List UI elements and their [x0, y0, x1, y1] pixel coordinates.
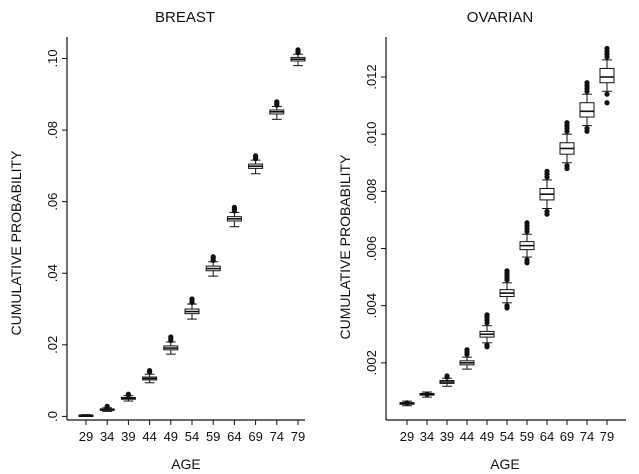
box-39: [439, 373, 455, 387]
y-tick-label: .002: [364, 350, 379, 375]
x-tick-label: 39: [121, 429, 135, 444]
box-79: [290, 47, 306, 67]
box-iqr: [599, 67, 615, 84]
chart-title: BREAST: [155, 9, 215, 26]
y-tick-label: .04: [45, 264, 60, 282]
x-tick-label: 34: [100, 429, 114, 444]
x-tick-label: 54: [500, 429, 514, 444]
outlier-point: [231, 204, 237, 210]
box-59: [205, 254, 221, 277]
outlier-point: [504, 305, 510, 311]
outlier-point: [189, 296, 195, 302]
x-axis-label: AGE: [490, 456, 520, 472]
outlier-point: [604, 100, 610, 106]
x-tick-label: 39: [440, 429, 454, 444]
x-tick-label: 69: [560, 429, 574, 444]
ovarian-panel: OVARIAN CUMULATIVE PROBABILITY AGE .002.…: [337, 9, 626, 472]
outlier-point: [464, 347, 470, 353]
box-49: [163, 334, 179, 355]
box-74: [269, 99, 285, 120]
x-tick-label: 44: [142, 429, 156, 444]
x-tick-label: 59: [520, 429, 534, 444]
outlier-point: [504, 268, 510, 274]
box-34: [99, 403, 115, 412]
x-tick-label: 49: [164, 429, 178, 444]
box-54: [184, 296, 200, 320]
outlier-point: [564, 120, 570, 126]
box-44: [459, 347, 475, 370]
y-tick-label: .008: [364, 179, 379, 204]
x-tick-label: 29: [79, 429, 93, 444]
y-tick-label: .06: [45, 193, 60, 211]
outlier-point: [604, 91, 610, 97]
box-44: [142, 368, 158, 384]
outlier-point: [484, 312, 490, 318]
x-tick-label: 44: [460, 429, 474, 444]
y-tick-label: .012: [364, 64, 379, 89]
outlier-point: [125, 391, 131, 397]
outlier-point: [564, 165, 570, 172]
outlier-point: [210, 254, 216, 260]
box-39: [120, 391, 136, 402]
outlier-point: [168, 334, 174, 340]
outlier-point: [584, 128, 590, 134]
outlier-point: [484, 344, 490, 350]
y-tick-label: .02: [45, 336, 60, 354]
breast-panel: BREAST CUMULATIVE PROBABILITY AGE .0 .02.…: [8, 9, 306, 472]
outlier-point: [404, 400, 410, 406]
outlier-point: [147, 368, 153, 374]
box-49: [479, 312, 495, 350]
outlier-point: [544, 211, 550, 217]
box-59: [519, 220, 535, 266]
box-69: [248, 153, 264, 175]
x-tick-label: 34: [420, 429, 434, 444]
box-64: [539, 168, 555, 217]
box-69: [559, 120, 575, 172]
x-tick-label: 54: [185, 429, 199, 444]
x-tick-label: 79: [291, 429, 305, 444]
outlier-point: [544, 168, 550, 174]
box-54: [499, 268, 515, 311]
x-tick-label: 64: [540, 429, 554, 444]
box-29: [78, 414, 94, 417]
chart-title: OVARIAN: [467, 9, 533, 26]
outlier-point: [604, 45, 610, 52]
x-tick-label: 29: [400, 429, 414, 444]
box-64: [226, 204, 242, 228]
box-29: [399, 400, 415, 407]
x-tick-label: 74: [270, 429, 284, 444]
outlier-point: [444, 373, 450, 379]
x-tick-label: 74: [580, 429, 594, 444]
outlier-point: [295, 47, 301, 53]
y-axis-label: CUMULATIVE PROBABILITY: [8, 150, 24, 336]
outlier-point: [524, 260, 530, 266]
x-tick-label: 69: [248, 429, 262, 444]
y-axis-label: CUMULATIVE PROBABILITY: [337, 154, 353, 340]
box-74: [579, 80, 595, 134]
y-tick-label: .010: [364, 122, 379, 147]
box-79: [599, 45, 615, 106]
x-tick-label: 49: [480, 429, 494, 444]
outlier-point: [424, 391, 430, 397]
y-tick-label: .004: [364, 293, 379, 318]
x-tick-label: 59: [206, 429, 220, 444]
box-34: [419, 391, 435, 398]
box-iqr: [579, 102, 595, 118]
x-tick-label: 64: [227, 429, 241, 444]
outlier-point: [524, 220, 530, 226]
outlier-point: [274, 99, 280, 105]
outlier-point: [253, 153, 259, 159]
y-tick-label: .08: [45, 121, 60, 139]
x-tick-label: 79: [600, 429, 614, 444]
outlier-point: [104, 403, 110, 409]
y-tick-label: .006: [364, 236, 379, 261]
outlier-point: [584, 80, 590, 86]
y-tick-label: .10: [45, 49, 60, 67]
x-axis-label: AGE: [171, 456, 201, 472]
y-tick-label: .0: [45, 411, 60, 422]
